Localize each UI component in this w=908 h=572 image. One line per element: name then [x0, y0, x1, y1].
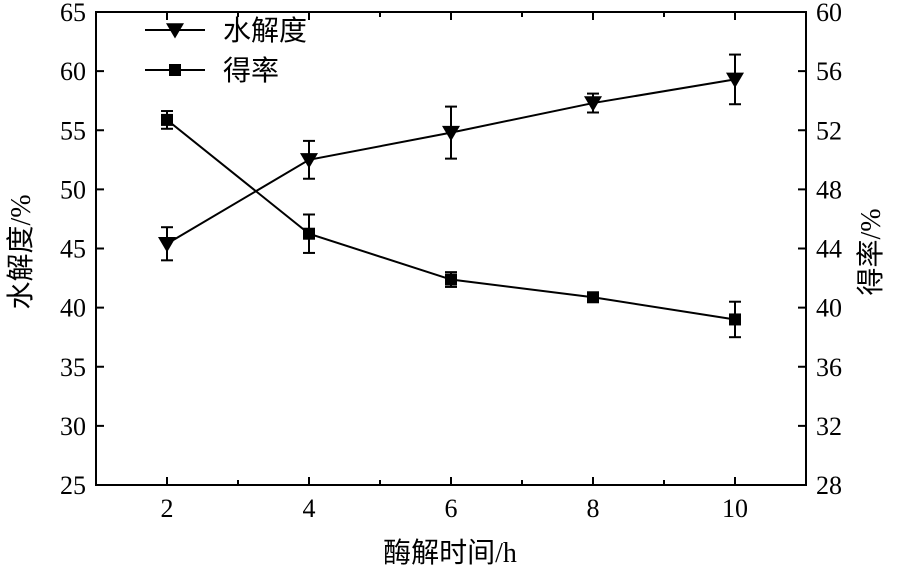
- y-left-tick-label: 45: [60, 235, 86, 264]
- x-tick-label: 8: [587, 494, 600, 523]
- data-point: [587, 291, 599, 304]
- y-right-tick-label: 56: [816, 57, 842, 86]
- data-point: [303, 227, 315, 240]
- data-point: [442, 125, 460, 142]
- x-tick-label: 2: [161, 494, 174, 523]
- y-axis-left-title: 水解度/%: [5, 194, 37, 309]
- x-axis-title: 酶解时间/h: [383, 537, 517, 569]
- series-1: [158, 53, 744, 262]
- y-left-tick-label: 40: [60, 294, 86, 323]
- data-point: [300, 153, 318, 169]
- x-tick-label: 4: [303, 494, 316, 523]
- legend-marker: [166, 23, 184, 39]
- plot-frame: [95, 11, 807, 486]
- y-right-tick-label: 44: [816, 235, 842, 264]
- data-point: [729, 313, 741, 326]
- series-2: [161, 110, 741, 339]
- y-right-tick-label: 36: [816, 353, 842, 382]
- y-left-tick-label: 60: [60, 57, 86, 86]
- data-point: [445, 273, 457, 286]
- legend-marker: [169, 64, 181, 76]
- y-left-tick-label: 30: [60, 412, 86, 441]
- y-right-tick-label: 40: [816, 294, 842, 323]
- y-left-tick-label: 25: [60, 471, 86, 500]
- x-tick-label: 10: [722, 494, 748, 523]
- data-point: [584, 96, 602, 112]
- y-left-tick-label: 65: [60, 0, 86, 27]
- y-right-tick-label: 48: [816, 175, 842, 204]
- legend-label: 水解度: [223, 15, 307, 47]
- series-group: [158, 53, 744, 339]
- y-left-tick-label: 50: [60, 175, 86, 204]
- y-left-tick-label: 55: [60, 116, 86, 145]
- plot-border: [95, 11, 807, 486]
- series-line: [166, 78, 736, 245]
- data-point: [158, 237, 176, 253]
- y-right-tick-label: 60: [816, 0, 842, 27]
- y-right-tick-label: 52: [816, 116, 842, 145]
- y-left-tick-label: 35: [60, 353, 86, 382]
- x-tick-label: 6: [445, 494, 458, 523]
- y-right-tick-label: 32: [816, 412, 842, 441]
- data-point: [161, 113, 173, 126]
- legend-label: 得率: [223, 55, 279, 87]
- y-right-tick-label: 28: [816, 471, 842, 500]
- data-point: [726, 72, 744, 88]
- y-axis-right-title: 得率/%: [855, 208, 887, 295]
- axis-ticks: 2 4 6 8 10 25 30 35 40 45 50 55 60 65 28 32 36 40 44 48 52 56…: [60, 0, 842, 523]
